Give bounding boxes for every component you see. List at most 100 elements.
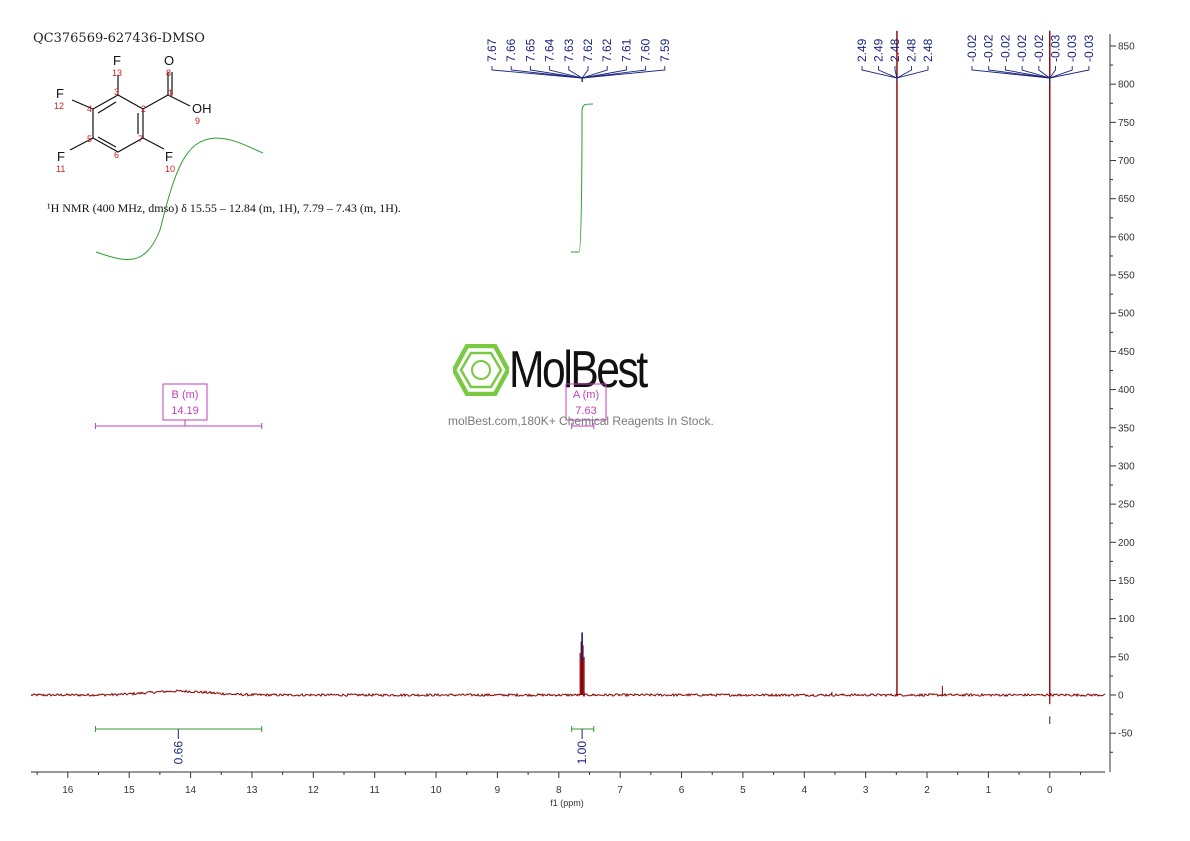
- x-tick-label: 4: [801, 785, 807, 796]
- x-tick-label: 9: [495, 785, 501, 796]
- y-tick-label: 400: [1118, 385, 1135, 396]
- x-tick-label: 15: [124, 785, 136, 796]
- peak-label-connector: [510, 66, 583, 82]
- peak-label: 7.64: [543, 38, 557, 62]
- y-tick-label: 600: [1118, 232, 1135, 243]
- x-axis-label: f1 (ppm): [550, 798, 584, 808]
- multiplet-shift: 7.63: [575, 405, 596, 417]
- sample-id: QC376569-627436-DMSO: [33, 31, 205, 46]
- peak-label-connector: [581, 66, 647, 82]
- atom-label: F: [113, 53, 121, 68]
- peak-label: 2.49: [872, 38, 886, 62]
- atom-number: 8: [166, 68, 171, 78]
- peak-label-connector: [971, 66, 1051, 82]
- peak-label: 7.61: [619, 38, 633, 62]
- atom-number: 2: [141, 104, 146, 114]
- atom-number: 10: [165, 164, 175, 174]
- peak-label-connector: [1038, 66, 1051, 82]
- y-tick-label: 750: [1118, 118, 1135, 129]
- peak-label: 7.60: [639, 38, 653, 62]
- peak-label: 7.59: [658, 38, 672, 62]
- atom-number: 11: [56, 164, 65, 174]
- y-tick-label: 200: [1118, 538, 1135, 549]
- peak-label: -0.02: [982, 34, 996, 62]
- peak-label: -0.03: [1065, 34, 1079, 62]
- molbest-logo-icon: [453, 344, 509, 396]
- x-tick-label: 5: [740, 785, 746, 796]
- y-tick-label: 700: [1118, 156, 1135, 167]
- y-tick-label: -50: [1118, 729, 1133, 740]
- peak-label: 7.65: [523, 38, 537, 62]
- peak-label: -0.02: [965, 34, 979, 62]
- atom-number: 4: [87, 104, 92, 114]
- atom-number: 6: [114, 150, 119, 160]
- y-tick-label: 650: [1118, 194, 1135, 205]
- atom-number: 9: [195, 116, 200, 126]
- x-tick-label: 13: [246, 785, 258, 796]
- peak-label: 2.49: [855, 38, 869, 62]
- integral-value: 0.66: [171, 741, 185, 765]
- peak-label-connector: [568, 66, 583, 82]
- peak-label: -0.02: [998, 34, 1012, 62]
- peak-label: 7.62: [600, 38, 614, 62]
- watermark-tagline: molBest.com,180K+ Chemical Reagents In S…: [448, 414, 714, 428]
- integral-value: 1.00: [575, 741, 589, 765]
- peak-label: -0.03: [1082, 34, 1096, 62]
- y-tick-label: 100: [1118, 614, 1135, 625]
- y-tick-label: 450: [1118, 347, 1135, 358]
- y-tick-label: 250: [1118, 500, 1135, 511]
- peak-label-connector: [896, 66, 929, 82]
- multiplet-letter: B (m): [172, 389, 199, 401]
- x-tick-label: 1: [986, 785, 992, 796]
- atom-number: 13: [112, 68, 122, 78]
- peak-label: 7.62: [581, 38, 595, 62]
- y-tick-label: 300: [1118, 461, 1135, 472]
- atom-number: 12: [54, 101, 64, 111]
- atom-label: F: [56, 86, 64, 101]
- spectrum-trace: [30, 689, 1106, 698]
- y-tick-label: 350: [1118, 423, 1135, 434]
- y-tick-label: 550: [1118, 271, 1135, 282]
- x-tick-label: 14: [185, 785, 197, 796]
- x-tick-label: 8: [556, 785, 562, 796]
- peak-label-connector: [581, 66, 666, 82]
- multiplet-shift: 14.19: [171, 405, 199, 417]
- integral-curve: [571, 103, 594, 253]
- atom-label: O: [164, 53, 174, 68]
- y-tick-label: 800: [1118, 80, 1135, 91]
- integral-curve: [95, 137, 264, 261]
- x-tick-label: 10: [430, 785, 442, 796]
- peak-label: -0.02: [1015, 34, 1029, 62]
- atom-label: F: [165, 149, 173, 164]
- y-tick-label: 0: [1118, 691, 1124, 702]
- peak-label-connector: [988, 66, 1051, 82]
- peak-label: -0.02: [1032, 34, 1046, 62]
- peak-label: 7.63: [562, 38, 576, 62]
- peak-label: 7.67: [485, 38, 499, 62]
- atom-number: 1: [168, 88, 173, 98]
- x-tick-label: 0: [1047, 785, 1053, 796]
- y-tick-label: 50: [1118, 652, 1130, 663]
- y-tick-label: 150: [1118, 576, 1135, 587]
- x-tick-label: 6: [679, 785, 685, 796]
- atom-label: OH: [192, 101, 212, 116]
- molecule-structure: F O F OH F F 13 8 12 1 3 2 4 9 5 7 6 11 …: [54, 53, 212, 174]
- peak-label: 7.66: [504, 38, 518, 62]
- atom-number: 5: [87, 134, 92, 144]
- x-tick-label: 7: [617, 785, 623, 796]
- peak-label: 2.48: [905, 38, 919, 62]
- atom-number: 7: [138, 134, 143, 144]
- watermark-brand: MolBest: [509, 341, 648, 399]
- x-tick-label: 11: [369, 785, 380, 796]
- multiplet-letter: A (m): [573, 389, 599, 401]
- atom-label: F: [57, 149, 65, 164]
- peak-label-connector: [1049, 66, 1090, 82]
- y-tick-label: 850: [1118, 42, 1135, 53]
- peak-label-connector: [861, 66, 898, 82]
- atom-number: 3: [114, 87, 119, 97]
- x-tick-label: 16: [62, 785, 74, 796]
- peak-label-connector: [1049, 66, 1056, 82]
- peak-label: 2.48: [888, 38, 902, 62]
